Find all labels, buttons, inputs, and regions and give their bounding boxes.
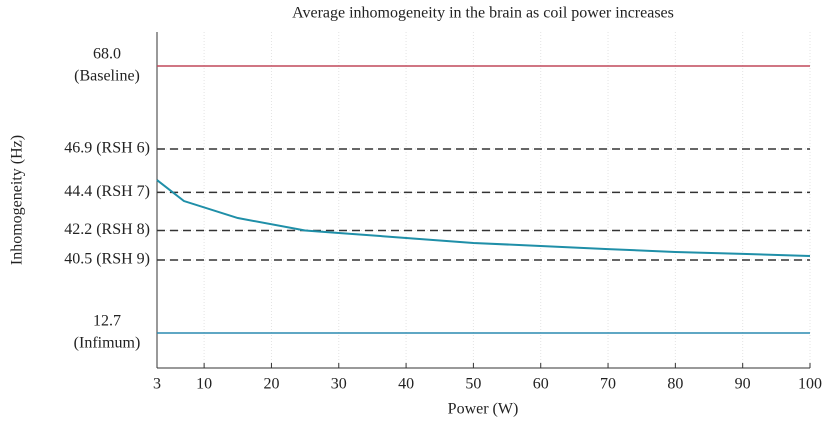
y-tick-label: 12.7: [93, 313, 121, 330]
y-tick-label: 40.5 (RSH 9): [64, 251, 150, 268]
x-tick-label: 40: [398, 376, 414, 393]
data-line: [156, 179, 811, 258]
x-tick-label: 60: [533, 376, 549, 393]
y-tick-label: (Baseline): [74, 68, 140, 85]
x-tick-label: 30: [331, 376, 347, 393]
y-tick-label: 44.4 (RSH 7): [64, 183, 150, 200]
y-tick-label: 42.2 (RSH 8): [64, 221, 150, 238]
x-axis-label: Power (W): [448, 401, 519, 418]
y-tick-label: 68.0: [93, 46, 121, 63]
x-tick-label: 3: [153, 376, 161, 393]
x-tick-label: 80: [667, 376, 683, 393]
y-axis-label: Inhomogeneity (Hz): [9, 135, 26, 265]
x-tick-label: 100: [798, 376, 822, 393]
y-tick-label: 46.9 (RSH 6): [64, 140, 150, 157]
x-tick-label: 70: [600, 376, 616, 393]
x-tick-label: 50: [465, 376, 481, 393]
y-tick-label: (Infimum): [74, 335, 141, 352]
x-tick-label: 10: [196, 376, 212, 393]
x-tick-label: 90: [735, 376, 751, 393]
chart-title: Average inhomogeneity in the brain as co…: [292, 5, 674, 22]
x-tick-label: 20: [263, 376, 279, 393]
